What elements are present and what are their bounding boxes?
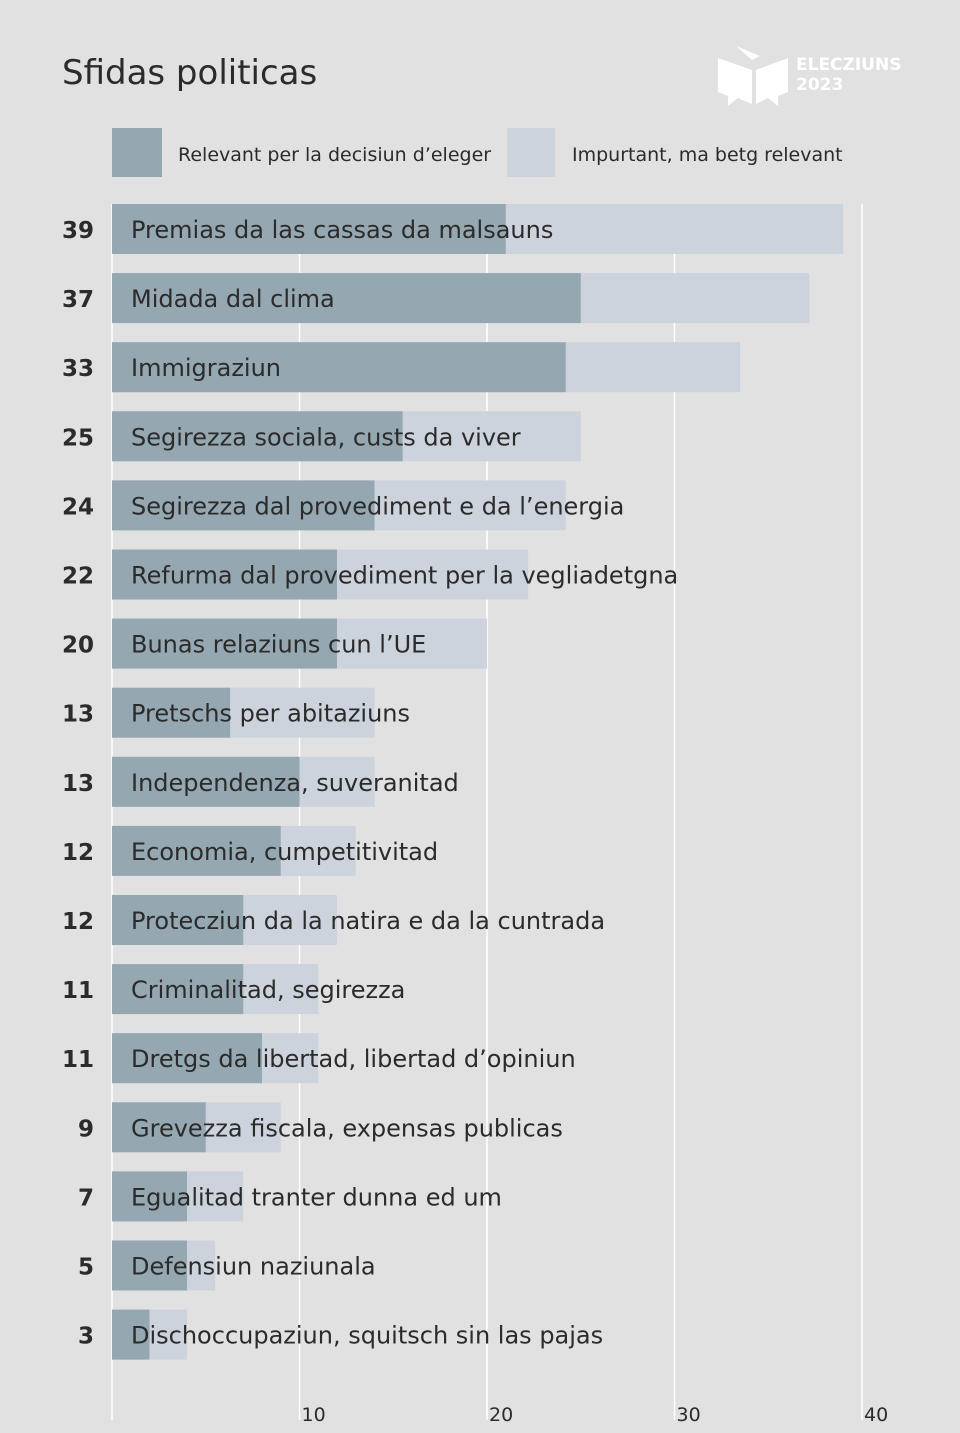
legend-label-important: Impurtant, ma betg relevant xyxy=(572,144,843,166)
bar-row: Dischoccupaziun, squitsch sin las pajas 3 xyxy=(78,1309,603,1360)
category-label: Premias da las cassas da malsauns xyxy=(131,216,553,244)
bar-relevant xyxy=(112,1240,187,1291)
bar-row: Independenza, suveranitad 13 xyxy=(62,756,459,807)
bar-row: Segirezza dal provediment e da l’energia… xyxy=(62,480,624,531)
bar-row: Midada dal clima 37 xyxy=(62,273,810,324)
category-label: Defensiun naziunala xyxy=(131,1253,376,1281)
total-label: 3 xyxy=(78,1324,94,1350)
category-label: Egualitad tranter dunna ed um xyxy=(131,1183,502,1211)
bar-relevant xyxy=(112,964,244,1015)
total-label: 20 xyxy=(62,633,94,659)
x-tick-label: 10 xyxy=(302,1404,326,1426)
bar-row: Economia, cumpetitivitad 12 xyxy=(62,825,438,876)
bar-row: Pretschs per abitaziuns 13 xyxy=(62,687,410,738)
bar-relevant xyxy=(112,342,566,393)
category-label: Independenza, suveranitad xyxy=(131,769,459,797)
category-label: Dischoccupaziun, squitsch sin las pajas xyxy=(131,1322,603,1350)
bar-row: Grevezza fiscala, expensas publicas 9 xyxy=(78,1102,563,1153)
category-label: Segirezza dal provediment e da l’energia xyxy=(131,492,624,520)
total-label: 12 xyxy=(62,909,94,935)
logo-line-2: 2023 xyxy=(796,75,843,95)
open-book-ballot-icon xyxy=(718,46,788,106)
bar-row: Immigraziun 33 xyxy=(62,342,741,393)
legend: Relevant per la decisiun d’eleger Impurt… xyxy=(112,128,843,177)
x-tick-label: 30 xyxy=(677,1404,701,1426)
bars: Premias da las cassas da malsauns39Midad… xyxy=(62,204,844,1360)
category-label: Grevezza fiscala, expensas publicas xyxy=(131,1114,563,1142)
bar-row: Refurma dal provediment per la vegliadet… xyxy=(62,549,678,600)
bar-relevant xyxy=(112,273,581,324)
total-label: 39 xyxy=(62,218,94,244)
bar-relevant xyxy=(112,549,337,600)
category-label: Economia, cumpetitivitad xyxy=(131,838,438,866)
category-label: Criminalitad, segirezza xyxy=(131,976,405,1004)
logo-line-1: ELECZIUNS xyxy=(796,55,901,75)
legend-swatch-relevant xyxy=(112,128,162,177)
chart-title: Sfidas politicas xyxy=(62,53,317,93)
bar-relevant xyxy=(112,1309,150,1360)
bar-row: Segirezza sociala, custs da viver 25 xyxy=(62,411,581,462)
bar-row: Egualitad tranter dunna ed um 7 xyxy=(78,1171,502,1222)
bar-row: Criminalitad, segirezza 11 xyxy=(62,964,405,1015)
bar-row: Protecziun da la natira e da la cuntrada… xyxy=(62,895,605,945)
total-label: 22 xyxy=(62,564,94,590)
category-label: Segirezza sociala, custs da viver xyxy=(131,423,521,451)
legend-swatch-important xyxy=(507,128,555,177)
bar-relevant xyxy=(112,756,300,807)
total-label: 11 xyxy=(62,978,94,1004)
category-label: Immigraziun xyxy=(131,354,281,382)
total-label: 25 xyxy=(62,425,94,451)
x-tick-label: 20 xyxy=(489,1404,513,1426)
total-label: 5 xyxy=(78,1255,94,1281)
total-label: 9 xyxy=(78,1116,94,1142)
total-label: 37 xyxy=(62,287,94,313)
total-label: 12 xyxy=(62,840,94,866)
category-label: Dretgs da libertad, libertad d’opiniun xyxy=(131,1045,576,1073)
logo: ELECZIUNS 2023 xyxy=(718,46,901,106)
total-label: 11 xyxy=(62,1047,94,1073)
x-tick-label: 40 xyxy=(864,1404,888,1426)
bar-relevant xyxy=(112,480,375,531)
bar-relevant xyxy=(112,411,403,462)
bar-relevant xyxy=(112,618,337,669)
bar-relevant xyxy=(112,687,231,738)
bar-row: Defensiun naziunala 5 xyxy=(78,1240,376,1291)
total-label: 33 xyxy=(62,356,94,382)
bar-row: Dretgs da libertad, libertad d’opiniun 11 xyxy=(62,1033,576,1084)
total-label: 7 xyxy=(78,1185,94,1211)
category-label: Refurma dal provediment per la vegliadet… xyxy=(131,562,678,590)
category-label: Protecziun da la natira e da la cuntrada xyxy=(131,907,605,935)
bar-relevant xyxy=(112,825,281,876)
total-label: 24 xyxy=(62,494,94,520)
category-label: Pretschs per abitaziuns xyxy=(131,700,410,728)
legend-label-relevant: Relevant per la decisiun d’eleger xyxy=(178,144,491,166)
bar-relevant xyxy=(112,1102,206,1153)
bar-relevant xyxy=(112,1033,262,1084)
category-label: Midada dal clima xyxy=(131,285,335,313)
bar-row: Premias da las cassas da malsauns 39 xyxy=(62,204,844,254)
bar-row: Bunas relaziuns cun l’UE 20 xyxy=(62,618,487,669)
bar-relevant xyxy=(112,1171,187,1222)
category-label: Bunas relaziuns cun l’UE xyxy=(131,631,426,659)
x-axis: 10 20 30 40 xyxy=(302,1404,889,1426)
bar-relevant xyxy=(112,895,244,945)
total-label: 13 xyxy=(62,702,94,728)
total-label: 13 xyxy=(62,771,94,797)
bar-relevant xyxy=(112,204,506,254)
